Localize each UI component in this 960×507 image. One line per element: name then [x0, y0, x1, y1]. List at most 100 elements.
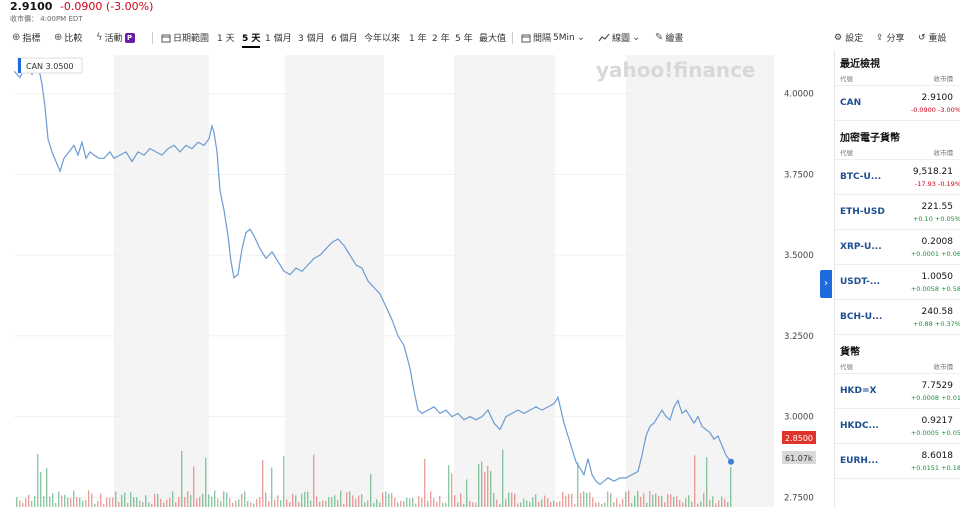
volume-bar: [691, 501, 693, 507]
volume-bar: [229, 498, 231, 507]
volume-bar: [325, 500, 327, 507]
volume-bar: [586, 492, 588, 507]
market-status: 收市價：: [10, 15, 38, 23]
range-1d[interactable]: 1 天: [217, 34, 235, 44]
volume-bar: [388, 493, 390, 507]
symbol-link[interactable]: EURH...: [840, 456, 879, 466]
range-5d[interactable]: 5 天: [242, 31, 261, 48]
volume-bar: [640, 496, 642, 507]
volume-bar: [280, 500, 282, 507]
volume-bar: [337, 499, 339, 507]
volume-bar: [211, 496, 213, 507]
range-1m[interactable]: 1 個月: [265, 34, 292, 44]
volume-bar: [484, 472, 486, 507]
settings-button[interactable]: ⚙ 設定: [834, 31, 864, 45]
indicators-button[interactable]: ⊕ 指標: [12, 31, 40, 44]
volume-bar: [550, 501, 552, 507]
reset-button[interactable]: ↺ 重設: [918, 31, 947, 45]
volume-bar: [298, 502, 300, 507]
volume-bar: [223, 491, 225, 507]
range-3m[interactable]: 3 個月: [298, 34, 325, 44]
volume-bar: [448, 465, 450, 507]
volume-bar: [727, 502, 729, 507]
settings-label: 設定: [845, 34, 864, 44]
volume-bar: [391, 493, 393, 507]
range-2y[interactable]: 2 年: [432, 34, 450, 44]
volume-bar: [574, 503, 576, 507]
symbol-link[interactable]: USDT-...: [840, 277, 881, 287]
range-5y[interactable]: 5 年: [455, 34, 473, 44]
symbol-link[interactable]: XRP-U...: [840, 242, 882, 252]
volume-bar: [106, 497, 108, 507]
list-item[interactable]: BTC-U... 9,518.21 -17.93 -0.19%: [835, 160, 960, 195]
y-tick-label: 3.7500: [784, 170, 814, 180]
panel-toggle-button[interactable]: ›: [820, 270, 832, 298]
divider: [152, 32, 153, 44]
volume-bar: [304, 491, 306, 507]
list-item[interactable]: BCH-U... 240.58 +0.88 +0.37%: [835, 300, 960, 335]
plus-circle-icon: ⊕: [12, 32, 21, 43]
pencil-icon: ✎: [655, 32, 664, 43]
price-chart[interactable]: yahoo!finance 4.0000 3.7500 3.5000 3.2500 3.…: [14, 55, 832, 507]
date-range-button[interactable]: 日期範圍: [161, 31, 209, 44]
volume-bar: [694, 455, 696, 507]
volume-bar: [358, 495, 360, 507]
symbol-link[interactable]: BCH-U...: [840, 312, 883, 322]
draw-button[interactable]: ✎ 繪畫: [655, 31, 683, 44]
volume-bar: [322, 500, 324, 507]
volume-bar: [460, 493, 462, 507]
legend-tag[interactable]: CAN 3.0500: [17, 57, 83, 74]
range-ytd[interactable]: 今年以來: [364, 34, 401, 44]
volume-bar: [517, 503, 519, 507]
events-button[interactable]: ϟ 活動 P: [96, 31, 135, 44]
watchlist-crypto: 加密電子貨幣 代號 收市價 BTC-U... 9,518.21 -17.93 -…: [835, 129, 960, 335]
volume-bar: [628, 490, 630, 507]
compare-button[interactable]: ⊕ 比較: [54, 31, 82, 44]
symbol-link[interactable]: ETH-USD: [840, 207, 885, 217]
legend-series-name: CAN: [26, 62, 43, 71]
volume-bar: [709, 499, 711, 507]
symbol-link[interactable]: HKDC...: [840, 421, 879, 431]
list-item[interactable]: CAN 2.9100 -0.0900 -3.00%: [835, 86, 960, 121]
symbol-link[interactable]: CAN: [840, 98, 862, 108]
volume-bar: [310, 500, 312, 507]
symbol-link[interactable]: BTC-U...: [840, 172, 882, 182]
volume-bar: [271, 467, 273, 507]
list-item[interactable]: EURH... 8.6018 +0.0151 +0.18: [835, 444, 960, 479]
volume-bar: [130, 492, 132, 507]
watchlist-title: 貨幣: [840, 347, 860, 358]
volume-bar: [115, 491, 117, 507]
quote-time: 4:00PM EDT: [40, 15, 83, 23]
volume-bar: [457, 502, 459, 507]
volume-bar: [592, 497, 594, 507]
volume-bar: [232, 502, 234, 507]
volume-bar: [667, 494, 669, 507]
interval-dropdown[interactable]: 間隔 5Min ⌄: [521, 31, 585, 44]
volume-bar: [508, 492, 510, 507]
volume-bar: [187, 491, 189, 507]
quote-change: -0.0900 (-3.00%): [59, 0, 154, 13]
volume-bar: [319, 501, 321, 507]
list-item[interactable]: XRP-U... 0.2008 +0.0001 +0.06: [835, 230, 960, 265]
session-band: [114, 55, 209, 507]
volume-bar: [646, 502, 648, 507]
chart-type-dropdown[interactable]: 線圖 ⌄: [598, 31, 640, 44]
share-button[interactable]: ⇪ 分享: [876, 31, 905, 45]
volume-bar: [34, 496, 36, 507]
symbol-link[interactable]: HKD=X: [840, 386, 877, 396]
list-item[interactable]: HKDC... 0.9217 +0.0005 +0.05: [835, 409, 960, 444]
session-band: [285, 55, 384, 507]
list-item[interactable]: USDT-... 1.0050 +0.0058 +0.58: [835, 265, 960, 300]
range-1y[interactable]: 1 年: [409, 34, 427, 44]
range-max[interactable]: 最大值: [479, 34, 507, 44]
range-6m[interactable]: 6 個月: [331, 34, 358, 44]
list-item[interactable]: ETH-USD 221.55 +0.10 +0.05%: [835, 195, 960, 230]
volume-bar: [529, 501, 531, 507]
compare-label: 比較: [64, 34, 83, 44]
volume-bar: [70, 498, 72, 507]
volume-bar: [151, 503, 153, 507]
list-item[interactable]: HKD=X 7.7529 +0.0008 +0.01: [835, 374, 960, 409]
volume-bar: [610, 493, 612, 507]
volume-bar: [88, 490, 90, 507]
volume-bar: [466, 479, 468, 507]
